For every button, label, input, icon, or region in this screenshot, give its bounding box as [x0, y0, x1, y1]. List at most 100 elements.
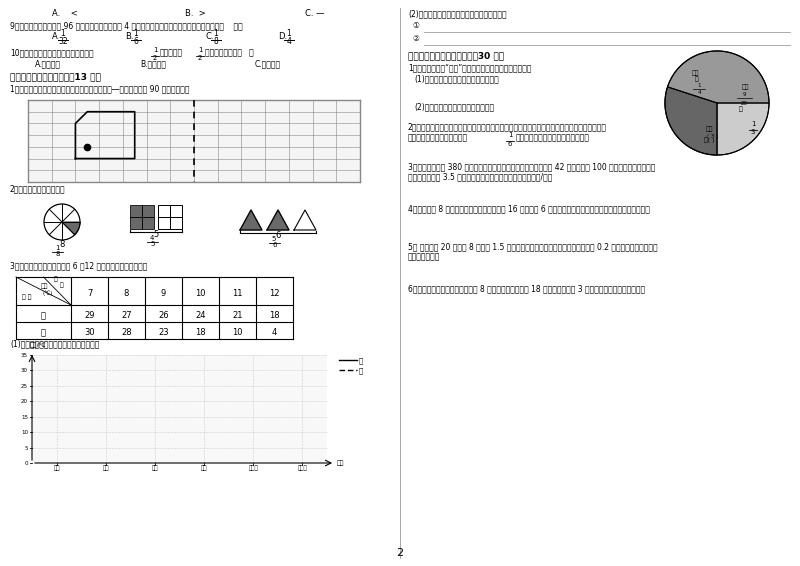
- Text: ( 3 ): ( 3 ): [707, 134, 718, 139]
- Text: 15: 15: [21, 415, 28, 420]
- Text: 八月: 八月: [102, 465, 109, 471]
- Bar: [32, 355, 327, 463]
- Text: 5、 在一个长 20 米，宽 8 米，深 1.5 米的长方体蓄水池面贴瓷砖，瓷砖是边长为 0.2 米的正方形，贴完共需: 5、 在一个长 20 米，宽 8 米，深 1.5 米的长方体蓄水池面贴瓷砖，瓷砖…: [408, 242, 658, 251]
- Text: 1: 1: [698, 83, 701, 88]
- Text: 十月: 十月: [201, 465, 207, 471]
- Text: 10、甲、乙两根绳子一样长，甲绳剪去: 10、甲、乙两根绳子一样长，甲绳剪去: [10, 48, 94, 57]
- Text: 3: 3: [750, 130, 755, 135]
- Text: 8: 8: [56, 251, 60, 257]
- Text: 十一月: 十一月: [248, 465, 258, 471]
- Text: 10: 10: [232, 328, 242, 337]
- Text: 甲: 甲: [41, 311, 46, 320]
- Text: 3、甲乙两地相距 380 千米，一辆客车从甲地开往乙地，每小时行 42 千米，行了 100 千米后，一辆货车从乙: 3、甲乙两地相距 380 千米，一辆客车从甲地开往乙地，每小时行 42 千米，行…: [408, 162, 655, 171]
- Text: 2: 2: [397, 548, 403, 558]
- Text: 18: 18: [195, 328, 206, 337]
- Text: B.乙比甲短: B.乙比甲短: [140, 59, 166, 68]
- Text: 4、把一块长 8 厘米的正方体锂锎，锻造成长 16 厘米，宽 6 厘米的长方体锂板，这锂板有多厚？（损耗不计）: 4、把一块长 8 厘米的正方体锂锎，锻造成长 16 厘米，宽 6 厘米的长方体锂…: [408, 204, 650, 213]
- Text: 4: 4: [272, 328, 277, 337]
- Text: (2)请你再提出一个数学问题并解答。: (2)请你再提出一个数学问题并解答。: [414, 102, 494, 111]
- Text: 占: 占: [695, 76, 699, 82]
- Text: 29: 29: [84, 311, 94, 320]
- Text: 18: 18: [269, 311, 280, 320]
- Bar: [142, 217, 154, 229]
- Bar: [170, 205, 182, 217]
- Text: ，乙绳剪去: ，乙绳剪去: [160, 48, 183, 57]
- Text: A.: A.: [52, 32, 60, 41]
- Text: 1: 1: [61, 29, 66, 38]
- Text: 份: 份: [60, 282, 64, 288]
- Text: 九月: 九月: [152, 465, 158, 471]
- Bar: [28, 100, 360, 182]
- Text: 10: 10: [195, 289, 206, 298]
- Text: C.不能确定: C.不能确定: [255, 59, 281, 68]
- Text: 地开往甲地开了 3.5 小时后两车相遇，货车的速度是多少千米/时？: 地开往甲地开了 3.5 小时后两车相遇，货车的速度是多少千米/时？: [408, 172, 552, 181]
- Text: 1、根据给出的对称轴，画出对称图形。再画出绕―点顺时针旋转 90 度后的图形。: 1、根据给出的对称轴，画出对称图形。再画出绕―点顺时针旋转 90 度后的图形。: [10, 84, 190, 93]
- Text: ，那么，插入泥沙中的竹篹是多少？: ，那么，插入泥沙中的竹篹是多少？: [516, 133, 590, 142]
- Text: 甲: 甲: [359, 357, 363, 363]
- Bar: [130, 205, 142, 217]
- Bar: [158, 205, 170, 217]
- Text: ①: ①: [412, 21, 419, 30]
- Text: 食宿: 食宿: [691, 70, 698, 76]
- Text: 1: 1: [214, 29, 218, 38]
- Text: 要贴砍多少块？: 要贴砍多少块？: [408, 252, 440, 261]
- Text: 气温/℃: 气温/℃: [30, 342, 46, 348]
- Bar: [158, 217, 170, 229]
- Text: 6: 6: [508, 140, 512, 147]
- Text: 20: 20: [21, 399, 28, 404]
- Text: 6: 6: [275, 231, 281, 240]
- Text: 城 市: 城 市: [22, 294, 32, 300]
- Text: ，在水中的竹篹占竹篹全长的: ，在水中的竹篹占竹篹全长的: [408, 133, 468, 142]
- Text: 24: 24: [195, 311, 206, 320]
- Text: 温度: 温度: [40, 284, 48, 289]
- Text: 2、用铅笔涂色表示分数。: 2、用铅笔涂色表示分数。: [10, 184, 66, 193]
- Text: 2、测量小组在测量一条小河的水深度时，用一根竹篹插进河里，量得水面上的竹篹占竹篹全长的: 2、测量小组在测量一条小河的水深度时，用一根竹篹插进河里，量得水面上的竹篹占竹篹…: [408, 122, 607, 131]
- Text: 7: 7: [87, 289, 92, 298]
- Text: 4: 4: [698, 90, 701, 95]
- Text: 26: 26: [158, 311, 169, 320]
- Text: 乙: 乙: [359, 367, 363, 374]
- Text: 七月: 七月: [54, 465, 60, 471]
- Text: 占: 占: [739, 106, 743, 112]
- Text: 23: 23: [158, 328, 169, 337]
- Text: A.甲比乙短: A.甲比乙短: [35, 59, 61, 68]
- Text: ②: ②: [412, 34, 419, 43]
- Text: 6: 6: [134, 37, 138, 46]
- Text: 1: 1: [508, 132, 512, 138]
- Polygon shape: [267, 210, 289, 230]
- Text: (1)购物费用占旅游总费用的几分之几？: (1)购物费用占旅游总费用的几分之几？: [414, 74, 498, 83]
- Text: 月: 月: [54, 276, 58, 282]
- Text: 28: 28: [121, 328, 132, 337]
- Text: 1: 1: [54, 245, 59, 251]
- Text: 9、一个长方形的面积是 96 平方厘米，一个边长为 4 厘米的小正方形的面积是这个长方形面积的（    ）。: 9、一个长方形的面积是 96 平方厘米，一个边长为 4 厘米的小正方形的面积是这…: [10, 21, 242, 30]
- Text: 27: 27: [121, 311, 132, 320]
- Text: 2: 2: [198, 55, 202, 61]
- Text: 21: 21: [232, 311, 242, 320]
- Text: 35: 35: [21, 353, 28, 358]
- Text: 米，剩下的绳子（   ）: 米，剩下的绳子（ ）: [205, 48, 254, 57]
- Text: 4: 4: [150, 235, 154, 241]
- Text: 1: 1: [134, 29, 138, 38]
- Text: (℃): (℃): [43, 290, 53, 296]
- Text: 9: 9: [161, 289, 166, 298]
- Text: 30: 30: [21, 368, 28, 374]
- Text: 8: 8: [214, 37, 218, 46]
- Text: 购物: 购物: [706, 126, 713, 132]
- Text: 2: 2: [153, 55, 157, 61]
- Text: B.  >: B. >: [185, 9, 206, 18]
- Text: 20: 20: [741, 101, 747, 106]
- Text: 6、有一筐苹果，无论是平均分给 8 个人，还是平均分给 18 人，结果都剩下 3 个，这筐苹果至少有多少个？: 6、有一筐苹果，无论是平均分给 8 个人，还是平均分给 18 人，结果都剩下 3…: [408, 284, 645, 293]
- Text: C.: C.: [205, 32, 214, 41]
- Text: C. —: C. —: [305, 9, 325, 18]
- Text: 占( ): 占( ): [704, 138, 714, 143]
- Text: 5: 5: [154, 230, 158, 239]
- Text: 11: 11: [232, 289, 242, 298]
- Bar: [142, 205, 154, 217]
- Polygon shape: [717, 103, 769, 155]
- Text: (2)从图中你得到哪些信息？（至少写出两条）: (2)从图中你得到哪些信息？（至少写出两条）: [408, 9, 506, 18]
- Text: 10: 10: [21, 430, 28, 435]
- Text: 四、手脑并用，灵活过关（13 分）: 四、手脑并用，灵活过关（13 分）: [10, 72, 101, 81]
- Text: 0: 0: [25, 461, 28, 466]
- Text: 月份: 月份: [337, 460, 345, 466]
- Text: 1: 1: [286, 29, 291, 38]
